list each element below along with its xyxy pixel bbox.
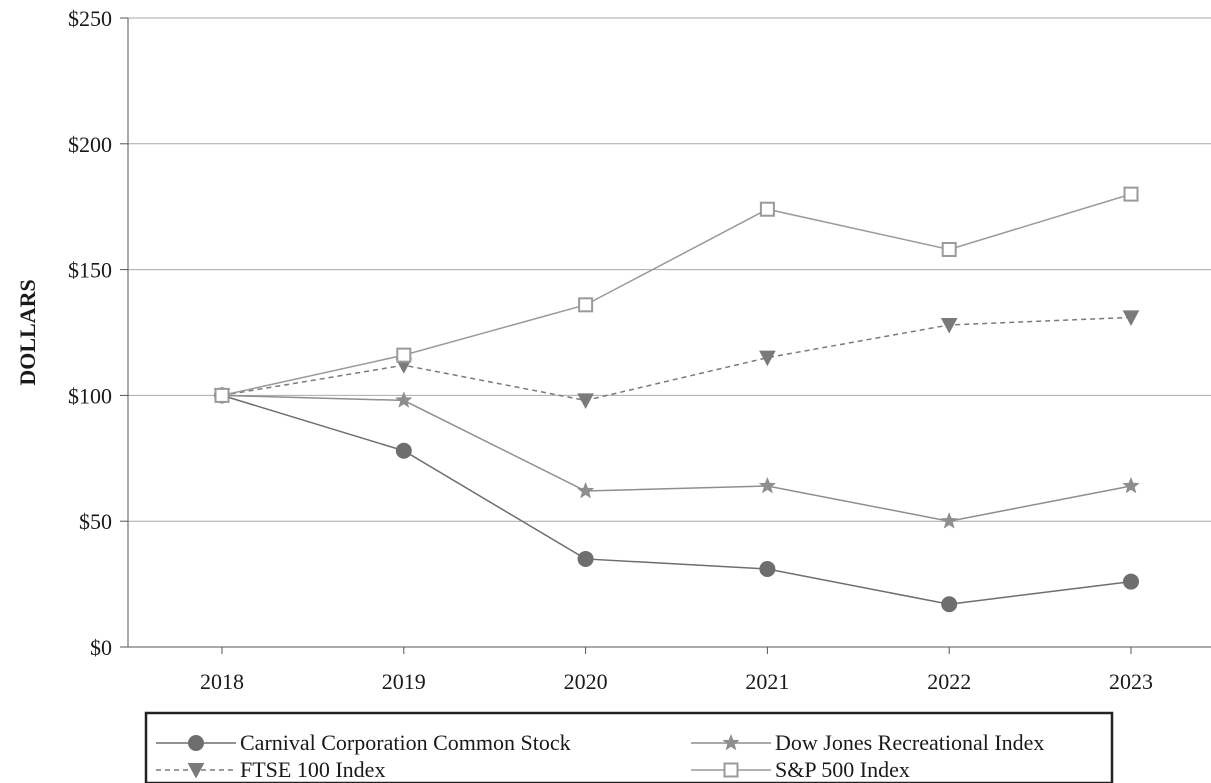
y-tick-label: $0 [90,635,112,660]
data-point-marker [214,387,230,403]
series-dow-jones-recreational-index [213,386,1140,529]
data-point-marker [759,561,776,578]
y-tick-label: $250 [68,6,112,31]
data-point-marker [940,511,958,529]
x-tick-label: 2021 [745,669,789,694]
x-tick-label: 2018 [200,669,244,694]
y-tick-label: $150 [68,258,112,283]
data-point-marker [1122,476,1140,494]
legend-item: FTSE 100 Index [156,757,385,782]
series-line [221,394,1132,522]
legend-marker [723,762,739,778]
data-point-marker [941,241,957,257]
data-point-marker [759,201,775,217]
data-point-marker [577,393,594,409]
data-point-marker [395,442,412,459]
x-tick-label: 2022 [927,669,971,694]
data-point-marker [1123,186,1139,202]
legend-marker [188,735,204,751]
legend: Carnival Corporation Common Stock Dow Jon… [144,711,1114,783]
series-carnival-corporation-common-stock [214,387,1139,613]
legend-label: Carnival Corporation Common Stock [240,730,571,755]
y-tick-label: $200 [68,132,112,157]
data-point-marker [940,317,958,334]
data-point-marker [759,350,776,367]
x-tick-label: 2023 [1109,669,1153,694]
series-layer [213,186,1140,613]
legend-item: Carnival Corporation Common Stock [156,730,571,755]
legend-marker [187,763,205,779]
y-tick-label: $50 [79,509,112,534]
data-point-marker [578,297,594,313]
data-point-marker [1122,310,1140,326]
y-axis-title: DOLLARS [15,279,40,385]
series-line [221,316,1132,402]
series-line [221,193,1132,397]
series-line [221,394,1132,605]
y-tick-label: $100 [68,383,112,408]
legend-label: Dow Jones Recreational Index [775,730,1044,755]
axes [120,17,1211,654]
data-point-marker [1123,573,1139,590]
legend-marker [722,733,740,751]
gridlines [128,17,1211,522]
data-point-marker [576,481,595,499]
data-point-marker [577,550,594,567]
legend-box [144,711,1114,783]
data-point-marker [941,596,958,613]
x-tick-label: 2020 [564,669,608,694]
legend-label: FTSE 100 Index [240,757,385,782]
legend-label: S&P 500 Index [775,757,910,782]
data-point-marker [396,347,412,363]
y-tick-labels: $0 $50 $100 $150 $200 $250 [68,6,112,660]
legend-item: Dow Jones Recreational Index [691,730,1044,755]
data-point-marker [758,476,777,494]
x-tick-label: 2019 [382,669,426,694]
series-s-p-500-index [214,186,1139,403]
data-point-marker [395,391,413,408]
series-ftse-100-index [213,310,1140,409]
x-tick-labels: 2018 2019 2020 2021 2022 2023 [200,669,1153,694]
legend-item: S&P 500 Index [691,757,910,782]
